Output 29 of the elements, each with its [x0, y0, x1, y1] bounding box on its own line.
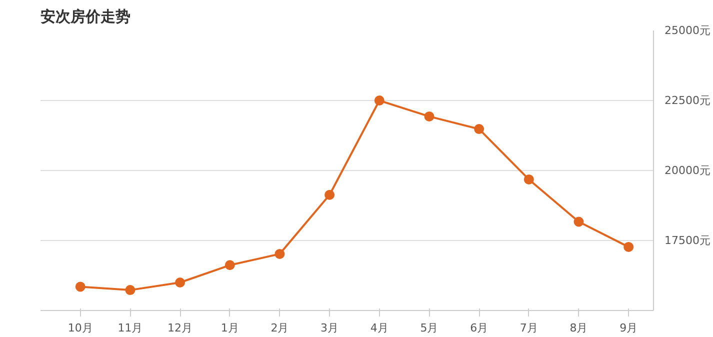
point [624, 242, 634, 252]
point [125, 285, 136, 296]
x-tick-label: 1月 [220, 322, 239, 334]
x-tick-label: 9月 [620, 322, 638, 334]
chart-title: 安次房价走势 [40, 8, 130, 26]
point [175, 278, 186, 288]
y-tick-label: 17500元 [664, 234, 710, 247]
y-tick-label: 25000元 [664, 24, 710, 37]
x-tick-label: 10月 [68, 322, 93, 334]
point [224, 260, 235, 270]
x-tick-label: 6月 [470, 322, 488, 334]
point [524, 174, 534, 184]
x-tick-label: 8月 [570, 322, 588, 334]
x-tick-label: 2月 [270, 322, 289, 334]
point [324, 190, 335, 200]
x-tick-label: 7月 [520, 322, 538, 334]
x-tick-label: 11月 [118, 322, 143, 334]
x-tick-label: 5月 [420, 322, 438, 334]
x-tick-label: 3月 [320, 322, 339, 334]
point [474, 124, 484, 134]
point [374, 96, 384, 106]
y-tick-label: 22500元 [664, 94, 710, 107]
point [424, 111, 434, 122]
point [574, 216, 584, 227]
x-tick-label: 12月 [168, 322, 193, 334]
x-tick-label: 4月 [370, 322, 388, 334]
y-tick-label: 20000元 [664, 164, 710, 177]
point [75, 282, 86, 292]
point [274, 248, 285, 259]
